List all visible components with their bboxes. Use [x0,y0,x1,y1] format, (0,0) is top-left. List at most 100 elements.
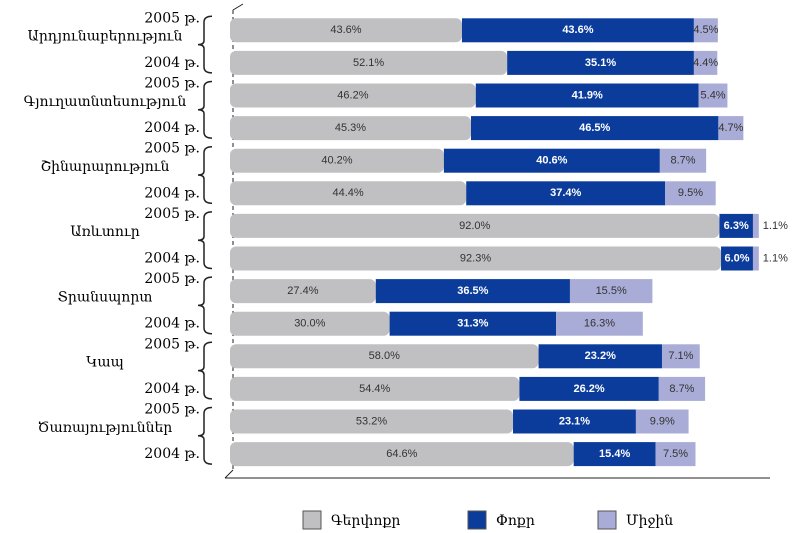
y-tick-label: 2004 թ. [144,120,200,136]
group-brace [197,80,213,139]
data-label: 53.2% [356,415,387,427]
bar-segment [230,246,722,271]
data-label: 6.0% [724,252,749,264]
data-label: 27.4% [287,285,318,297]
bar-segment [538,344,662,369]
data-label: 16.3% [584,318,615,330]
data-label: 30.0% [294,318,325,330]
bar-segment [513,409,636,434]
data-label: 15.5% [596,285,627,297]
legend-label: Փոքր [496,513,535,529]
data-label: 8.7% [669,383,694,395]
data-label: 44.4% [333,187,364,199]
floor-edge [224,469,234,479]
data-label: 23.2% [585,350,616,362]
legend-swatch [302,510,322,530]
group-label: Շինարարություն [41,159,170,175]
data-label: 52.1% [353,57,384,69]
bar-segment [461,18,694,43]
group-brace [197,211,213,270]
y-tick-label: 2004 թ. [144,446,200,462]
data-label: 6.3% [724,220,749,232]
data-label: 15.4% [599,448,630,460]
data-label: 43.6% [562,24,593,36]
group-label: Տրանսպորտ [58,289,153,305]
group-brace [197,276,213,335]
bar-segment [752,246,759,271]
group-label: Գյուղատնտեսություն [24,94,187,110]
data-label: 4.5% [693,24,718,36]
data-label: 31.3% [457,318,488,330]
bar-segment [230,116,471,141]
bar-segment [230,311,390,336]
data-label: 92.0% [459,220,490,232]
bar-segment [569,279,653,304]
bar-segment [556,311,643,336]
legend-swatch [597,510,617,530]
bar-segment [698,83,728,108]
bar-segment [693,50,718,75]
bar-segment [721,246,753,271]
data-label: 7.1% [668,350,693,362]
data-label: 64.6% [386,448,417,460]
bar-segment [375,279,570,304]
data-label: 37.4% [550,187,581,199]
group-brace [197,341,213,400]
bar-segment [230,18,462,43]
data-label: 46.5% [579,122,610,134]
bar-segment [507,50,694,75]
y-tick-label: 2005 թ. [144,402,200,418]
bar-segment [752,213,759,238]
y-tick-label: 2004 թ. [144,185,200,201]
bar-segment [389,311,557,336]
y-tick-label: 2005 թ. [144,141,200,157]
bar-segment [230,279,376,304]
bar-segment [466,181,666,206]
data-label: 4.7% [718,122,743,134]
bar-segment [665,181,716,206]
legend-swatch [467,510,487,530]
group-label: Կապ [86,355,124,371]
data-label: 9.5% [678,187,703,199]
group-label: Արդյունաբերություն [28,29,183,45]
y-tick-label: 2005 թ. [144,206,200,222]
y-tick-label: 2005 թ. [144,336,200,352]
data-label: 8.7% [670,155,695,167]
bar-segment [693,18,718,43]
bar-segment [230,83,476,108]
y-tick-label: 2005 թ. [144,76,200,92]
y-tick-label: 2004 թ. [144,55,200,71]
y-tick-label: 2004 թ. [144,381,200,397]
bar-segment [719,213,753,238]
bar-segment [443,148,660,173]
group-brace [197,145,213,205]
group-brace [197,406,213,465]
data-label: 35.1% [585,57,616,69]
y-tick-label: 2004 թ. [144,316,200,332]
data-label: 92.3% [460,252,491,264]
bar-segment [230,442,574,467]
y-tick-label: 2005 թ. [144,10,200,26]
bar-segment [230,50,508,75]
bar-segment [573,442,656,467]
bar-segment [475,83,699,108]
data-label: 7.5% [663,448,688,460]
legend-label: Միջին [626,513,673,529]
bar-segment [519,376,659,401]
bar-segment [230,181,467,206]
data-label: 40.2% [321,155,352,167]
data-label: 23.1% [559,415,590,427]
legend-label: Գերփոքր [331,513,400,529]
data-label: 54.4% [359,383,390,395]
data-label: 58.0% [369,350,400,362]
data-label: 5.4% [701,89,726,101]
bar-segment [661,344,700,369]
data-label: 4.4% [693,57,718,69]
data-label: 41.9% [572,89,603,101]
bar-segment [718,116,744,141]
bar-segment [230,344,539,369]
data-label: 45.3% [335,122,366,134]
y-tick-label: 2004 թ. [144,251,200,267]
bar-segment [230,213,720,238]
